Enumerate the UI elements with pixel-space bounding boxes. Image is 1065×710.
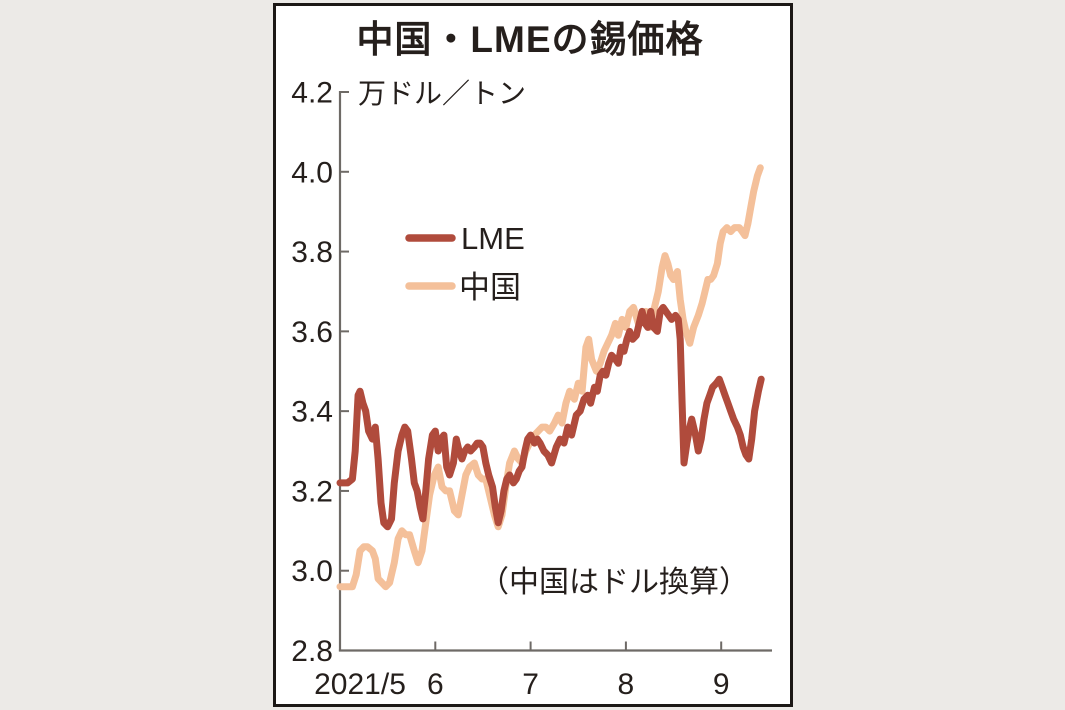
x-tick-label: 7	[522, 668, 539, 701]
y-tick-label: 3.2	[291, 475, 333, 508]
chart-note: （中国はドル換算）	[479, 566, 749, 599]
y-tick-label: 3.8	[291, 236, 333, 269]
y-tick-label: 3.4	[291, 396, 333, 429]
series-line-LME	[336, 303, 765, 531]
legend-label-china: 中国	[459, 270, 521, 305]
x-tick-label: 6	[427, 668, 444, 701]
y-tick-label: 3.6	[291, 316, 333, 349]
y-tick-label: 4.2	[291, 77, 333, 110]
x-tick-label: 8	[618, 668, 635, 701]
chart-legend: LME 中国	[405, 221, 525, 305]
y-tick-label: 3.0	[291, 555, 333, 588]
plot-area: 2.8 3.0 3.2 3.4 3.6 3.8 4.0 4.2 2021/5 6 7 8 9	[291, 77, 765, 701]
axes	[338, 91, 772, 652]
x-tick-label: 9	[713, 668, 730, 701]
y-tick-label: 2.8	[291, 635, 333, 668]
chart-panel	[273, 3, 793, 707]
x-tick-label: 2021/5	[314, 668, 406, 701]
chart-title: 中国・LMEの錫価格	[356, 19, 703, 60]
y-tick-label: 4.0	[291, 156, 333, 189]
series-line-中国	[336, 164, 764, 591]
y-axis-unit-label: 万ドル／トン	[358, 78, 526, 109]
legend-label-lme: LME	[461, 221, 525, 256]
